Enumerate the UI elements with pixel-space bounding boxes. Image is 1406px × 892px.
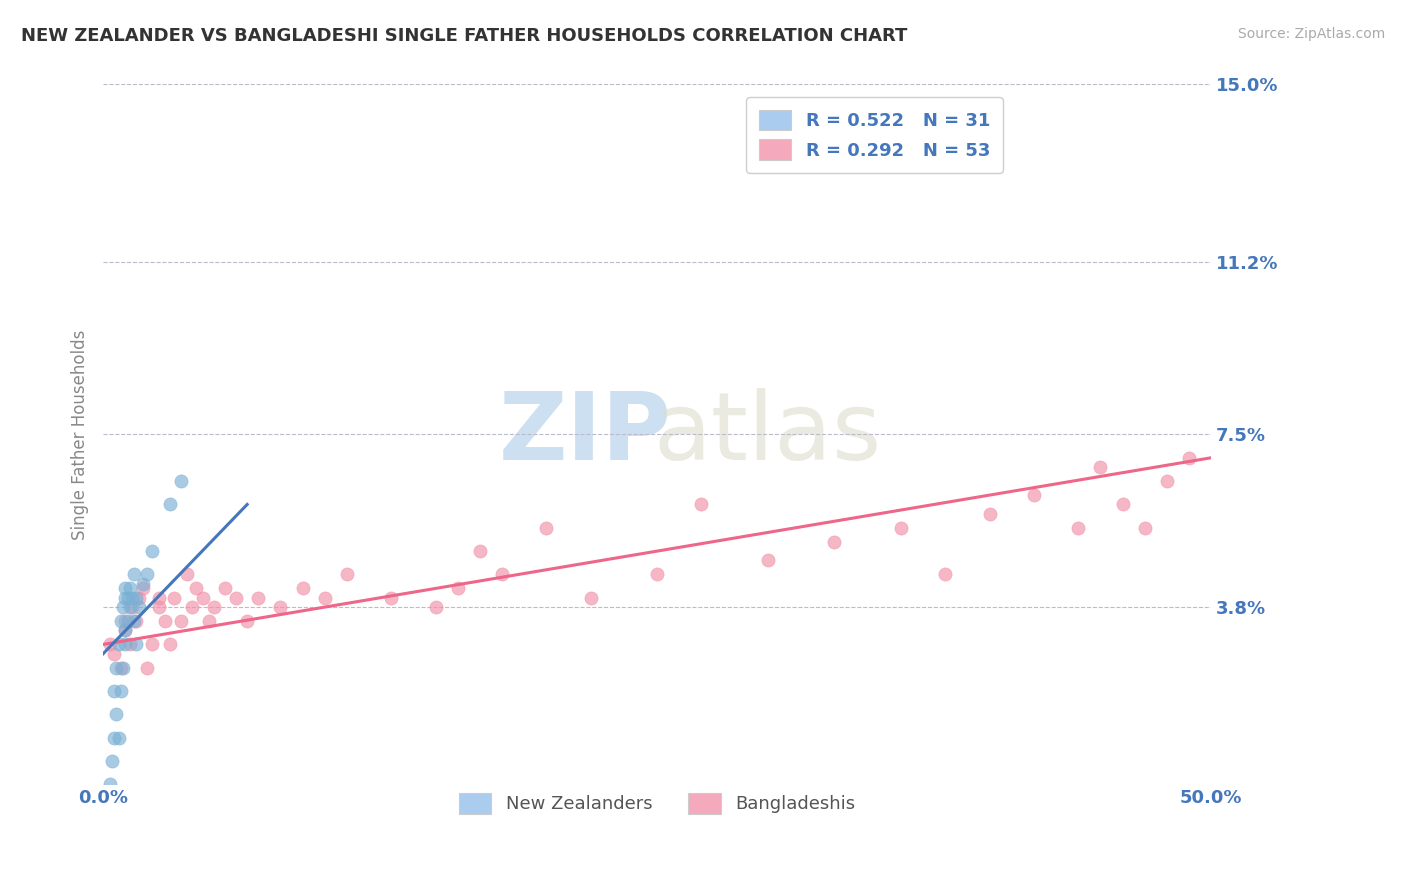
Point	[170, 474, 193, 488]
Point	[125, 591, 148, 605]
Point	[148, 600, 170, 615]
Point	[1178, 450, 1201, 465]
Point	[159, 498, 181, 512]
Point	[180, 600, 202, 615]
Point	[114, 624, 136, 638]
Point	[176, 567, 198, 582]
Point	[107, 637, 129, 651]
Point	[101, 754, 124, 768]
Point	[1111, 498, 1133, 512]
Point	[110, 614, 132, 628]
Point	[103, 647, 125, 661]
Point	[110, 661, 132, 675]
Point	[98, 777, 121, 791]
Point	[125, 637, 148, 651]
Point	[114, 637, 136, 651]
Point	[121, 600, 143, 615]
Point	[117, 591, 139, 605]
Point	[128, 600, 150, 615]
Point	[107, 731, 129, 745]
Point	[468, 544, 491, 558]
Point	[122, 614, 145, 628]
Point	[425, 600, 447, 615]
Point	[141, 544, 163, 558]
Point	[110, 684, 132, 698]
Point	[159, 637, 181, 651]
Text: NEW ZEALANDER VS BANGLADESHI SINGLE FATHER HOUSEHOLDS CORRELATION CHART: NEW ZEALANDER VS BANGLADESHI SINGLE FATH…	[21, 27, 907, 45]
Point	[1133, 521, 1156, 535]
Point	[1156, 474, 1178, 488]
Point	[105, 661, 128, 675]
Point	[112, 661, 135, 675]
Point	[118, 582, 141, 596]
Point	[141, 637, 163, 651]
Text: atlas: atlas	[654, 388, 882, 481]
Point	[979, 507, 1001, 521]
Point	[890, 521, 912, 535]
Point	[291, 582, 314, 596]
Point	[114, 614, 136, 628]
Point	[170, 614, 193, 628]
Point	[153, 614, 176, 628]
Point	[336, 567, 359, 582]
Point	[117, 614, 139, 628]
Point	[191, 591, 214, 605]
Point	[163, 591, 186, 605]
Point	[236, 614, 259, 628]
Point	[118, 600, 141, 615]
Point	[536, 521, 558, 535]
Point	[136, 567, 159, 582]
Text: Source: ZipAtlas.com: Source: ZipAtlas.com	[1237, 27, 1385, 41]
Point	[380, 591, 402, 605]
Point	[934, 567, 956, 582]
Point	[198, 614, 221, 628]
Point	[690, 498, 713, 512]
Point	[214, 582, 236, 596]
Point	[225, 591, 247, 605]
Point	[247, 591, 270, 605]
Point	[269, 600, 291, 615]
Point	[103, 684, 125, 698]
Text: ZIP: ZIP	[499, 388, 672, 481]
Point	[114, 624, 136, 638]
Point	[202, 600, 225, 615]
Point	[114, 582, 136, 596]
Point	[1090, 460, 1112, 475]
Point	[112, 600, 135, 615]
Point	[132, 576, 155, 591]
Point	[125, 614, 148, 628]
Point	[1067, 521, 1090, 535]
Point	[447, 582, 470, 596]
Point	[645, 567, 668, 582]
Point	[148, 591, 170, 605]
Point	[314, 591, 336, 605]
Point	[105, 707, 128, 722]
Point	[121, 591, 143, 605]
Point	[491, 567, 513, 582]
Point	[103, 731, 125, 745]
Point	[579, 591, 602, 605]
Y-axis label: Single Father Households: Single Father Households	[72, 329, 89, 540]
Point	[98, 637, 121, 651]
Point	[823, 534, 845, 549]
Point	[136, 661, 159, 675]
Point	[122, 567, 145, 582]
Point	[118, 637, 141, 651]
Point	[1022, 488, 1045, 502]
Point	[128, 591, 150, 605]
Point	[186, 582, 208, 596]
Point	[114, 591, 136, 605]
Point	[756, 553, 779, 567]
Legend: New Zealanders, Bangladeshis: New Zealanders, Bangladeshis	[449, 782, 866, 824]
Point	[132, 582, 155, 596]
